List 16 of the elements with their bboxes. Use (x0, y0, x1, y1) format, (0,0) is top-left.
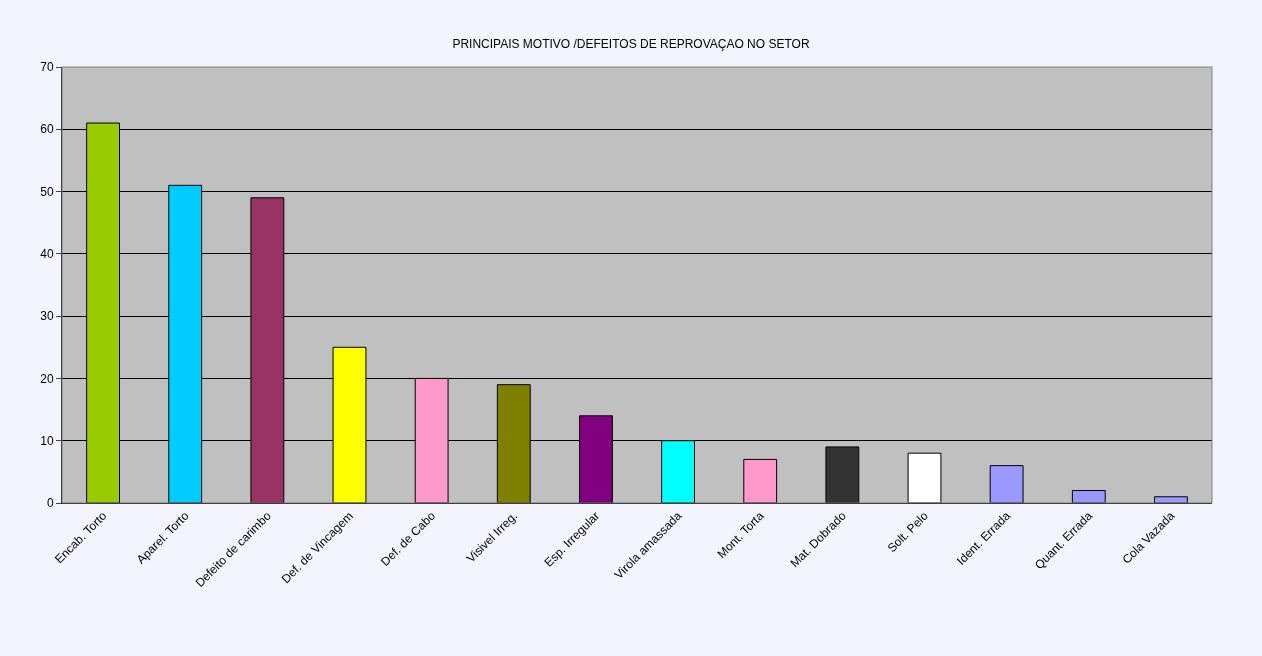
bar (1154, 496, 1188, 503)
y-tick-label: 40 (40, 247, 54, 262)
y-tick-label: 20 (40, 371, 54, 386)
bar (743, 458, 778, 503)
y-tick-label: 10 (40, 433, 54, 448)
x-tick-label: Solt. Pelo (884, 508, 932, 556)
chart-title: PRINCIPAIS MOTIVO /DEFEITOS DE REPROVAÇAO NO SETOR (452, 36, 810, 51)
y-tick-label: 30 (40, 309, 54, 324)
bar (1071, 490, 1106, 503)
y-tick-label: 50 (40, 184, 54, 199)
y-tick-label: 60 (40, 122, 54, 137)
bar (907, 452, 942, 503)
y-tick-label: 70 (40, 60, 54, 75)
bar (825, 446, 860, 503)
bar (989, 465, 1024, 503)
y-tick-label: 0 (46, 496, 54, 511)
